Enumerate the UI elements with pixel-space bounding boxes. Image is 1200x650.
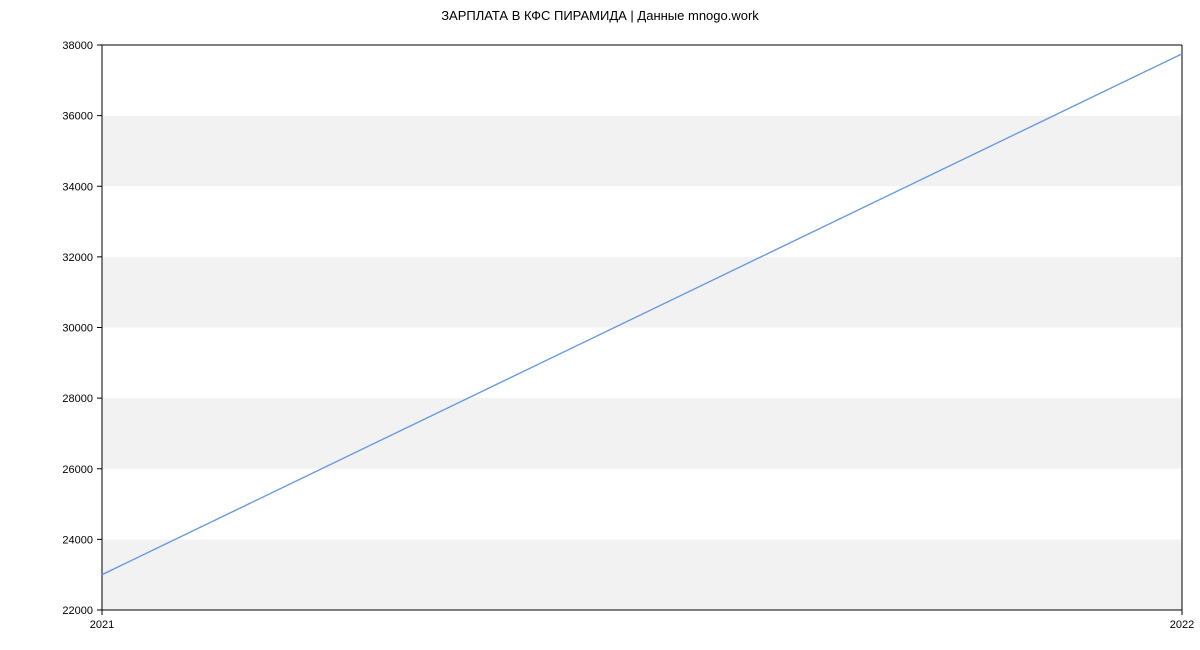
y-tick-label: 24000 [62, 534, 93, 546]
y-tick-label: 34000 [62, 181, 93, 193]
y-tick-label: 32000 [62, 252, 93, 264]
y-tick-label: 22000 [62, 605, 93, 617]
x-tick-label: 2022 [1170, 619, 1194, 631]
chart-title: ЗАРПЛАТА В КФС ПИРАМИДА | Данные mnogo.w… [0, 8, 1200, 23]
y-tick-label: 38000 [62, 40, 93, 52]
y-tick-label: 28000 [62, 393, 93, 405]
y-tick-label: 26000 [62, 464, 93, 476]
salary-chart: ЗАРПЛАТА В КФС ПИРАМИДА | Данные mnogo.w… [0, 0, 1200, 650]
y-tick-label: 30000 [62, 323, 93, 335]
x-tick-label: 2021 [90, 619, 114, 631]
y-tick-label: 36000 [62, 111, 93, 123]
chart-svg: 22000 24000 26000 28000 30000 32000 34000 36000… [0, 0, 1200, 650]
